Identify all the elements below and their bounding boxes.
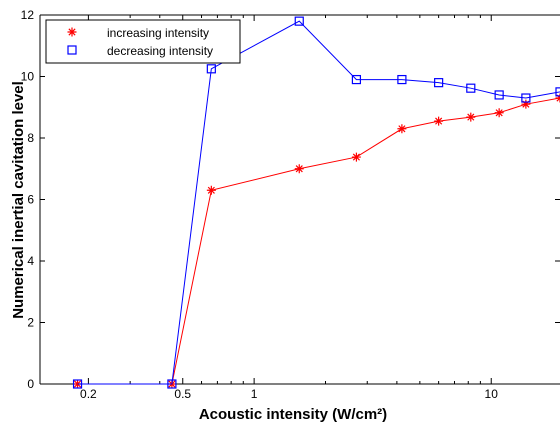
data-point-square [294,16,304,26]
plot-area [40,15,560,384]
y-tick-label: 6 [27,193,34,207]
legend-marker-asterisk [67,27,77,37]
data-point-asterisk [494,108,504,118]
y-tick-label: 4 [27,254,34,268]
data-point-square [206,64,216,74]
data-point-asterisk [397,124,407,134]
x-axis-label: Acoustic intensity (W/cm²) [199,406,387,423]
x-tick-label: 1 [251,387,258,401]
data-point-asterisk [466,112,476,122]
y-tick-label: 10 [21,70,35,84]
data-point-square [494,90,504,100]
data-point-square [555,87,560,97]
legend-box [45,19,241,64]
x-tick-label: 10 [485,387,499,401]
data-point-asterisk [521,99,531,109]
y-tick-label: 0 [27,377,34,391]
x-tick-label: 0.2 [80,387,97,401]
y-tick-label: 8 [27,131,34,145]
data-point-square [351,74,362,85]
data-point-asterisk [351,152,361,162]
data-point-square [72,379,83,389]
data-point-square [167,379,177,389]
data-point-asterisk [434,116,444,126]
x-tick-label: 0.5 [174,387,191,401]
legend-label-decreasing: decreasing intensity [107,44,213,58]
y-tick-label: 2 [27,316,34,330]
series-line [77,20,560,385]
data-point-square [434,78,444,88]
y-axis-label: Numerical inertial cavitation level [10,81,27,319]
legend: increasing intensity decreasing intensit… [45,19,241,64]
legend-marker-square [67,45,77,55]
legend-label-increasing: increasing intensity [107,26,209,40]
series-decreasing [72,16,560,389]
y-tick-label: 12 [21,8,35,22]
data-point-asterisk [206,185,216,195]
data-point-square [397,74,407,85]
data-point-asterisk [294,164,304,174]
data-point-square [521,93,531,103]
data-point-square [466,83,476,93]
